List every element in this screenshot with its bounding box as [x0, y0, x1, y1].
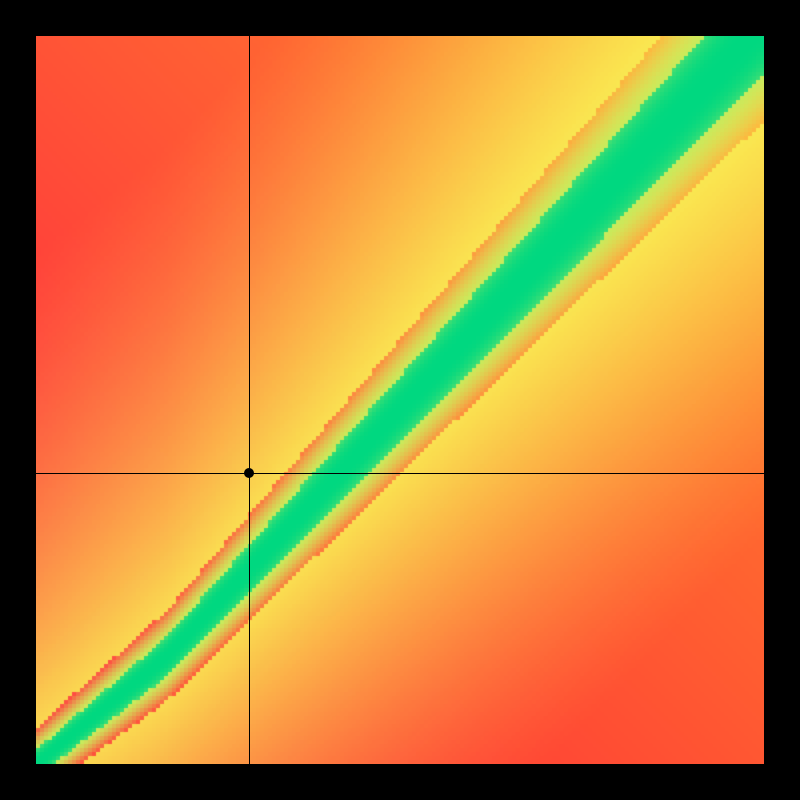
plot-border-right [764, 0, 800, 800]
crosshair-horizontal [36, 473, 764, 474]
chart-container: TheBottleneck.com [0, 0, 800, 800]
crosshair-vertical [249, 36, 250, 764]
plot-border-left [0, 0, 36, 800]
crosshair-marker [244, 468, 254, 478]
heatmap-canvas [36, 36, 764, 764]
plot-border-bottom [0, 764, 800, 800]
plot-border-top [0, 0, 800, 36]
